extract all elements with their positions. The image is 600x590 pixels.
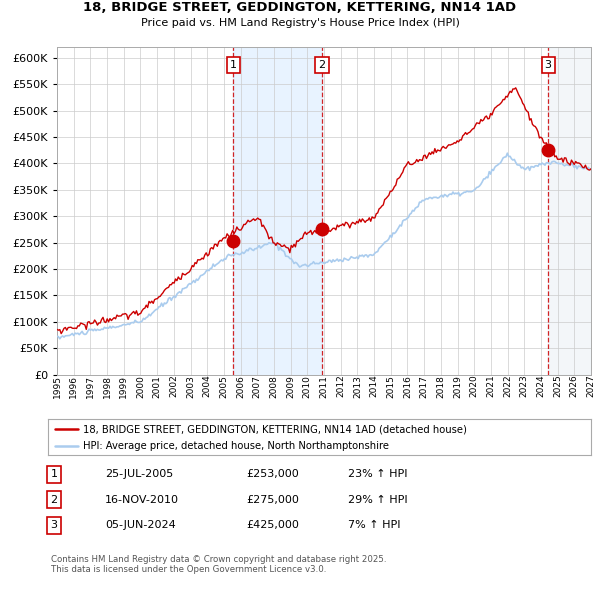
Text: 2004: 2004 bbox=[203, 375, 212, 398]
Text: 2014: 2014 bbox=[370, 375, 379, 398]
Text: 2008: 2008 bbox=[269, 375, 278, 398]
Text: 1998: 1998 bbox=[103, 375, 112, 398]
Text: 25-JUL-2005: 25-JUL-2005 bbox=[105, 470, 173, 479]
Text: 1995: 1995 bbox=[53, 375, 62, 398]
Text: 1996: 1996 bbox=[69, 375, 78, 398]
Text: £275,000: £275,000 bbox=[246, 495, 299, 504]
Text: 7% ↑ HPI: 7% ↑ HPI bbox=[348, 520, 401, 530]
Text: 2017: 2017 bbox=[419, 375, 428, 398]
Text: 16-NOV-2010: 16-NOV-2010 bbox=[105, 495, 179, 504]
Text: 2018: 2018 bbox=[436, 375, 445, 398]
Text: 2020: 2020 bbox=[470, 375, 479, 398]
Text: 2002: 2002 bbox=[169, 375, 178, 398]
Text: 2019: 2019 bbox=[453, 375, 462, 398]
Text: 2: 2 bbox=[50, 495, 58, 504]
Text: 2001: 2001 bbox=[152, 375, 161, 398]
Text: 2026: 2026 bbox=[570, 375, 579, 398]
Text: Price paid vs. HM Land Registry's House Price Index (HPI): Price paid vs. HM Land Registry's House … bbox=[140, 18, 460, 28]
Text: 3: 3 bbox=[545, 60, 551, 70]
Text: 2: 2 bbox=[319, 60, 326, 70]
Text: 2010: 2010 bbox=[303, 375, 312, 398]
Text: 2007: 2007 bbox=[253, 375, 262, 398]
Text: 1997: 1997 bbox=[86, 375, 95, 398]
Text: 05-JUN-2024: 05-JUN-2024 bbox=[105, 520, 176, 530]
Bar bbox=[233, 47, 322, 375]
Text: 2005: 2005 bbox=[220, 375, 229, 398]
Text: HPI: Average price, detached house, North Northamptonshire: HPI: Average price, detached house, Nort… bbox=[83, 441, 389, 451]
Text: 29% ↑ HPI: 29% ↑ HPI bbox=[348, 495, 407, 504]
Text: 2011: 2011 bbox=[320, 375, 329, 398]
Text: 2013: 2013 bbox=[353, 375, 362, 398]
Text: 18, BRIDGE STREET, GEDDINGTON, KETTERING, NN14 1AD: 18, BRIDGE STREET, GEDDINGTON, KETTERING… bbox=[83, 1, 517, 14]
Text: 2023: 2023 bbox=[520, 375, 529, 398]
Text: 2009: 2009 bbox=[286, 375, 295, 398]
Text: 2021: 2021 bbox=[487, 375, 496, 398]
Text: 2016: 2016 bbox=[403, 375, 412, 398]
Text: 2003: 2003 bbox=[186, 375, 195, 398]
Text: 2025: 2025 bbox=[553, 375, 562, 398]
Text: 1999: 1999 bbox=[119, 375, 128, 398]
Text: £425,000: £425,000 bbox=[246, 520, 299, 530]
Text: £253,000: £253,000 bbox=[246, 470, 299, 479]
Text: 2012: 2012 bbox=[336, 375, 345, 398]
Text: 2022: 2022 bbox=[503, 375, 512, 397]
Text: 1: 1 bbox=[230, 60, 237, 70]
Bar bbox=[548, 47, 591, 375]
Text: 2015: 2015 bbox=[386, 375, 395, 398]
Text: 2000: 2000 bbox=[136, 375, 145, 398]
Bar bbox=[548, 47, 591, 375]
Text: Contains HM Land Registry data © Crown copyright and database right 2025.
This d: Contains HM Land Registry data © Crown c… bbox=[51, 555, 386, 574]
Text: 18, BRIDGE STREET, GEDDINGTON, KETTERING, NN14 1AD (detached house): 18, BRIDGE STREET, GEDDINGTON, KETTERING… bbox=[83, 424, 467, 434]
Text: 1: 1 bbox=[50, 470, 58, 479]
Text: 23% ↑ HPI: 23% ↑ HPI bbox=[348, 470, 407, 479]
Text: 2027: 2027 bbox=[587, 375, 595, 398]
Text: 3: 3 bbox=[50, 520, 58, 530]
Text: 2024: 2024 bbox=[536, 375, 545, 397]
Text: 2006: 2006 bbox=[236, 375, 245, 398]
